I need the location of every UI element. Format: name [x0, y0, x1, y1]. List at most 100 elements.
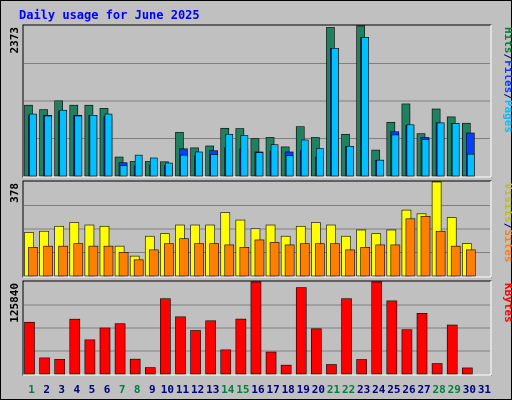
- x-tick-label: 9: [149, 383, 156, 396]
- bar-pages-day-19: [300, 139, 309, 177]
- legend-entry: /: [502, 93, 512, 100]
- bar-sites-day-9: [148, 249, 159, 277]
- x-tick-label: 8: [134, 383, 141, 396]
- x-axis-labels: 1 2 3 4 5 6 7 8 9 10 11 12 13 14 15 16 17 18 19 20 21 22 23 24 2…: [28, 383, 491, 396]
- bar-pages-day-4: [74, 115, 83, 177]
- bar-pages-day-22: [346, 145, 354, 177]
- bar-pages-day-28: [436, 122, 445, 177]
- bar-kbytes-day-21: [326, 364, 337, 375]
- bar-pages-day-25: [391, 134, 400, 177]
- bar-sites-day-30: [466, 249, 476, 277]
- x-tick-label: 26: [402, 383, 416, 396]
- bar-pages-day-8: [134, 154, 143, 177]
- series-pages: [29, 37, 475, 177]
- bar-pages-day-29: [451, 123, 460, 177]
- x-tick-label: 14: [221, 383, 235, 396]
- y-max-label: 378: [8, 183, 21, 203]
- bar-pages-day-1: [29, 113, 37, 177]
- bar-kbytes-day-20: [311, 328, 322, 375]
- bar-pages-day-9: [149, 157, 158, 177]
- bar-sites-day-8: [133, 259, 144, 277]
- x-tick-label: 6: [104, 383, 111, 396]
- bar-sites-day-13: [209, 243, 219, 277]
- bar-kbytes-day-23: [356, 359, 367, 375]
- bar-sites-day-11: [179, 238, 189, 277]
- x-tick-label: 19: [297, 383, 310, 396]
- bar-kbytes-day-27: [416, 313, 428, 375]
- bar-kbytes-day-10: [160, 298, 171, 375]
- bar-kbytes-day-18: [280, 364, 292, 375]
- bar-kbytes-day-7: [114, 323, 126, 375]
- bar-sites-day-22: [345, 249, 355, 277]
- bar-pages-day-10: [165, 162, 173, 177]
- bar-kbytes-day-2: [39, 357, 50, 375]
- bar-sites-day-4: [73, 243, 84, 277]
- bar-pages-day-20: [316, 148, 324, 177]
- bar-pages-day-18: [285, 155, 294, 177]
- bar-pages-day-17: [270, 144, 279, 177]
- bar-kbytes-day-14: [220, 349, 232, 375]
- bar-pages-day-11: [180, 154, 188, 177]
- x-tick-label: 15: [236, 383, 249, 396]
- bar-kbytes-day-4: [69, 318, 81, 375]
- bar-pages-day-13: [210, 154, 218, 177]
- x-tick-label: 27: [417, 383, 430, 396]
- x-tick-label: 30: [463, 383, 476, 396]
- bar-sites-day-23: [360, 247, 370, 277]
- bar-pages-day-2: [44, 115, 52, 177]
- bar-pages-day-12: [195, 151, 203, 177]
- bar-pages-day-23: [361, 37, 369, 177]
- bar-kbytes-day-15: [235, 318, 247, 375]
- bar-sites-day-6: [103, 245, 114, 277]
- bar-sites-day-7: [118, 252, 129, 277]
- x-tick-label: 20: [312, 383, 325, 396]
- bar-sites-day-19: [299, 243, 310, 277]
- x-tick-label: 4: [74, 383, 81, 396]
- bar-pages-day-27: [421, 139, 430, 177]
- bar-pages-day-24: [376, 159, 385, 177]
- bar-kbytes-day-16: [250, 281, 262, 375]
- legend-entry: /: [502, 54, 512, 61]
- bar-sites-day-15: [239, 247, 250, 277]
- y-max-label: 125840: [8, 283, 21, 323]
- bar-pages-day-15: [240, 135, 249, 177]
- chart-panels: 2373Hits/Files/Pages378Visits/Sites12584…: [8, 24, 512, 376]
- x-tick-label: 29: [448, 383, 461, 396]
- bar-kbytes-day-12: [190, 330, 201, 375]
- bar-kbytes-day-1: [24, 321, 35, 375]
- x-tick-label: 16: [251, 383, 265, 396]
- bar-sites-day-14: [224, 244, 235, 277]
- legend-entry: Visits: [502, 183, 512, 223]
- panel-kbytes: 125840 KBytes: [8, 280, 512, 376]
- bar-kbytes-day-24: [371, 281, 383, 375]
- bar-kbytes-day-17: [265, 351, 277, 375]
- bar-sites-day-5: [88, 245, 99, 277]
- bar-sites-day-28: [435, 230, 446, 277]
- legend-entry: Hits: [502, 27, 512, 54]
- bar-sites-day-18: [284, 244, 295, 277]
- chart-title: Daily usage for June 2025: [19, 8, 200, 22]
- x-tick-label: 28: [433, 383, 446, 396]
- bar-pages-day-6: [104, 113, 113, 177]
- x-tick-label: 17: [266, 383, 279, 396]
- bar-kbytes-day-19: [295, 287, 307, 375]
- bar-kbytes-day-28: [431, 363, 443, 375]
- bar-sites-day-10: [164, 243, 174, 277]
- series-legend: Hits/Files/Pages: [502, 27, 512, 133]
- x-tick-label: 7: [119, 383, 126, 396]
- bar-kbytes-day-13: [205, 320, 216, 375]
- bar-kbytes-day-26: [401, 329, 413, 375]
- bar-sites-day-12: [194, 243, 204, 277]
- bar-pages-day-7: [119, 165, 128, 177]
- bar-pages-day-3: [59, 109, 67, 177]
- x-tick-label: 24: [372, 383, 386, 396]
- bar-sites-day-29: [450, 245, 461, 277]
- x-tick-label: 12: [191, 383, 204, 396]
- bar-sites-day-25: [390, 244, 401, 277]
- x-tick-label: 21: [327, 383, 341, 396]
- x-tick-label: 18: [282, 383, 295, 396]
- bar-sites-day-26: [405, 218, 416, 277]
